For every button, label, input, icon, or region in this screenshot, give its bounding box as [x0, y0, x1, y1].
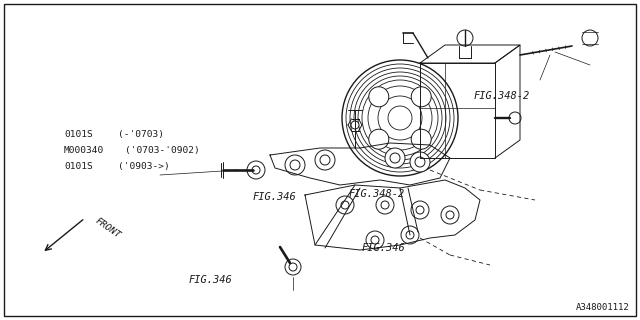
Text: FIG.348-2: FIG.348-2: [474, 91, 530, 101]
Text: A348001112: A348001112: [576, 303, 630, 313]
Circle shape: [351, 121, 359, 129]
Circle shape: [381, 201, 389, 209]
Circle shape: [446, 211, 454, 219]
Circle shape: [369, 87, 388, 107]
Circle shape: [390, 153, 400, 163]
Text: 0101S: 0101S: [64, 130, 93, 139]
Circle shape: [509, 112, 521, 124]
Circle shape: [411, 201, 429, 219]
Circle shape: [369, 129, 388, 149]
Text: ('0703-'0902): ('0703-'0902): [125, 146, 200, 155]
Circle shape: [412, 129, 431, 149]
Circle shape: [410, 152, 430, 172]
Circle shape: [412, 87, 431, 107]
Circle shape: [336, 196, 354, 214]
Circle shape: [315, 150, 335, 170]
Circle shape: [247, 161, 265, 179]
Circle shape: [416, 206, 424, 214]
Text: (-'0703): (-'0703): [118, 130, 164, 139]
Circle shape: [289, 263, 297, 271]
Circle shape: [341, 201, 349, 209]
Circle shape: [366, 231, 384, 249]
Text: FIG.348-2: FIG.348-2: [349, 188, 405, 199]
Circle shape: [582, 30, 598, 46]
Circle shape: [415, 157, 425, 167]
Text: M000340: M000340: [64, 146, 104, 155]
Circle shape: [457, 30, 473, 46]
Text: FRONT: FRONT: [93, 216, 122, 240]
Circle shape: [285, 259, 301, 275]
Circle shape: [285, 155, 305, 175]
Circle shape: [401, 226, 419, 244]
Text: ('0903->): ('0903->): [118, 162, 170, 171]
Text: FIG.346: FIG.346: [362, 243, 405, 253]
Circle shape: [406, 231, 414, 239]
Text: FIG.346: FIG.346: [189, 275, 232, 285]
Text: FIG.346: FIG.346: [253, 192, 296, 202]
Circle shape: [385, 148, 405, 168]
Circle shape: [376, 196, 394, 214]
Circle shape: [371, 236, 379, 244]
Circle shape: [252, 166, 260, 174]
Text: 0101S: 0101S: [64, 162, 93, 171]
Circle shape: [441, 206, 459, 224]
Circle shape: [290, 160, 300, 170]
Circle shape: [320, 155, 330, 165]
